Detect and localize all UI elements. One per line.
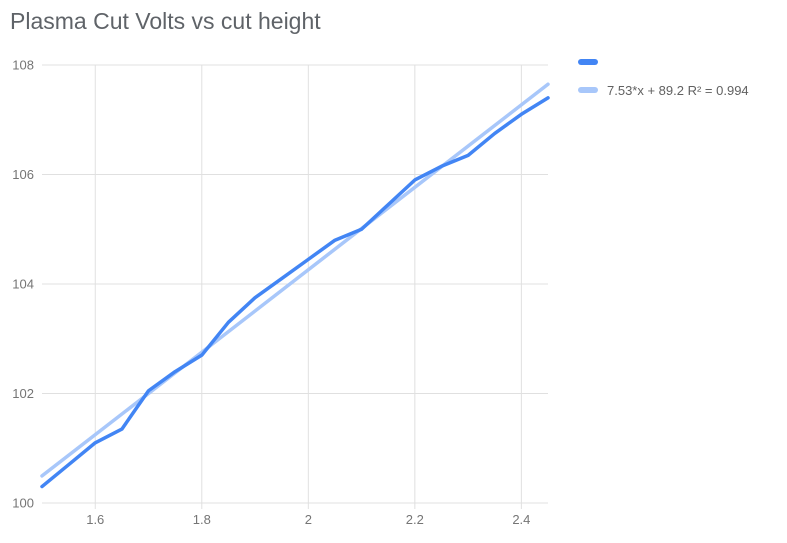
legend-item-trendline: 7.53*x + 89.2 R² = 0.994 [578, 76, 749, 104]
y-tick-label: 106 [12, 167, 34, 182]
y-tick-label: 108 [12, 58, 34, 73]
legend: 7.53*x + 89.2 R² = 0.994 [578, 48, 749, 104]
y-tick-label: 102 [12, 386, 34, 401]
chart-title: Plasma Cut Volts vs cut height [10, 8, 321, 34]
legend-item-series [578, 48, 749, 76]
x-tick-label: 2.2 [406, 512, 424, 527]
y-tick-label: 100 [12, 496, 34, 511]
trendline-label: 7.53*x + 89.2 R² = 0.994 [607, 82, 749, 98]
x-tick-label: 1.8 [193, 512, 211, 527]
series-swatch [578, 59, 598, 65]
x-tick-label: 2 [305, 512, 312, 527]
trendline-path [40, 82, 550, 478]
trendline-swatch [578, 87, 598, 93]
x-tick-label: 1.6 [86, 512, 104, 527]
x-tick-label: 2.4 [512, 512, 530, 527]
series-line [40, 96, 550, 489]
y-tick-label: 104 [12, 277, 34, 292]
